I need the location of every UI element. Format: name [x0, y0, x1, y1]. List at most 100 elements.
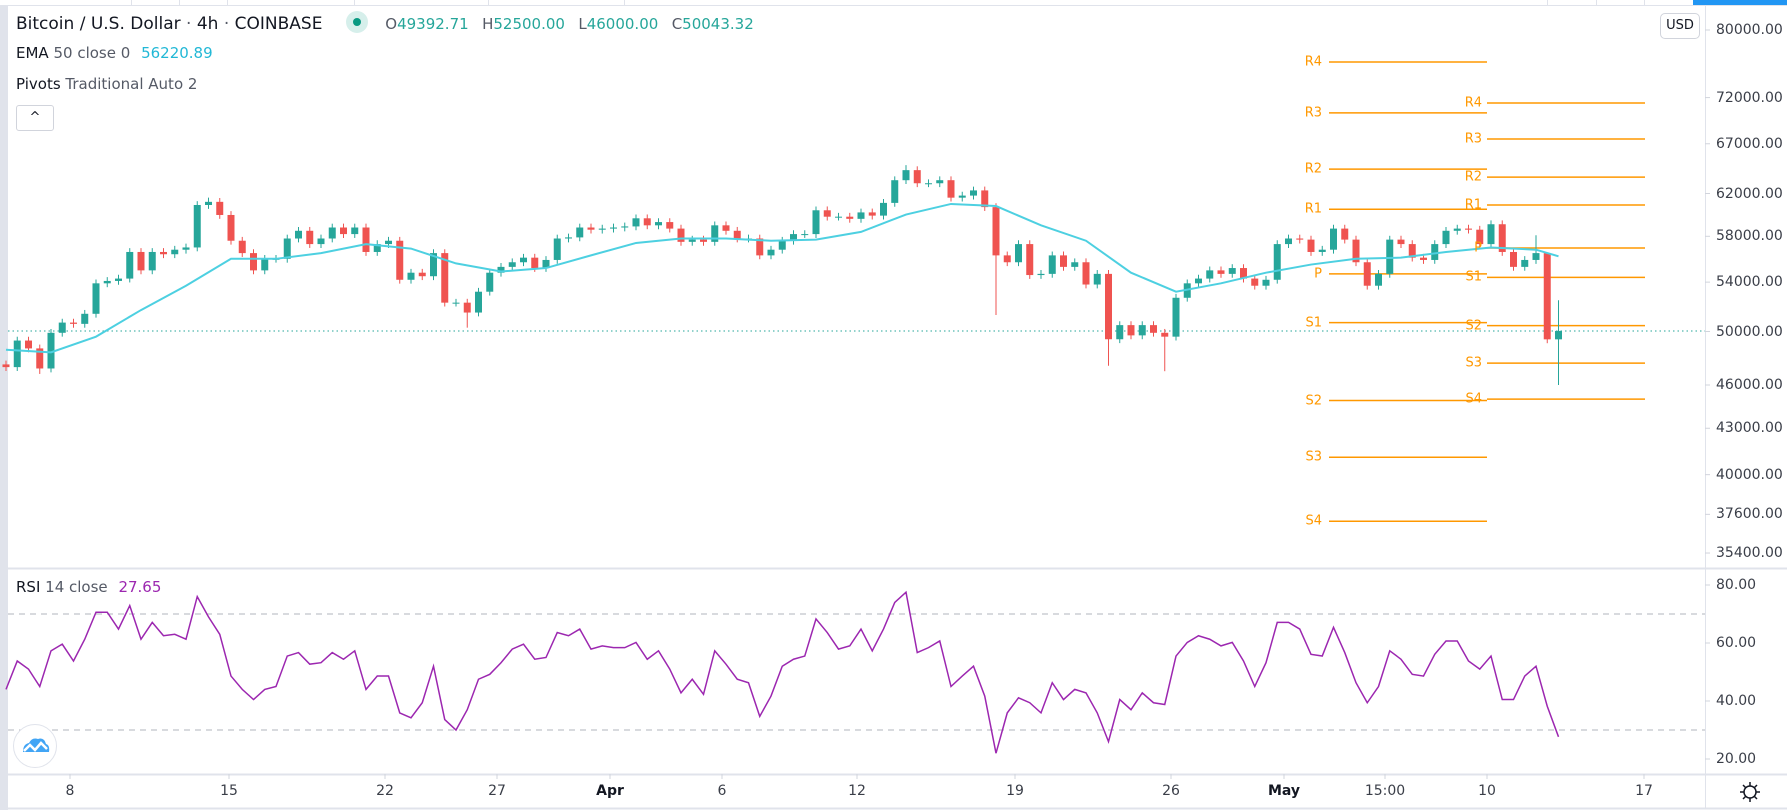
- candle: [1071, 258, 1079, 271]
- candle: [1453, 224, 1461, 235]
- candle-body: [1532, 253, 1540, 260]
- candle-body: [722, 225, 730, 231]
- toolbar-divider: [1547, 0, 1548, 5]
- price-axis-label: 54000.00: [1716, 274, 1783, 291]
- candle: [1015, 240, 1022, 267]
- rsi-name: RSI: [16, 578, 41, 596]
- candle-body: [126, 251, 134, 279]
- candle: [677, 224, 685, 246]
- pivot-label: S1: [1465, 269, 1482, 285]
- candle: [1172, 293, 1180, 341]
- candle: [115, 274, 122, 285]
- candle: [835, 212, 842, 221]
- pivot-lines: [1329, 61, 1645, 522]
- candle-body: [1251, 278, 1259, 286]
- candle-body: [1543, 253, 1551, 340]
- pivot-label: S3: [1305, 449, 1322, 465]
- candle-body: [261, 258, 269, 271]
- high-value: 52500.00: [493, 15, 565, 33]
- candle: [126, 248, 134, 283]
- candle-body: [913, 170, 921, 184]
- candle: [868, 208, 876, 220]
- candle-body: [182, 247, 190, 250]
- symbol-legend[interactable]: Bitcoin / U.S. Dollar · 4h · COINBASE O4…: [16, 11, 762, 35]
- candle-body: [1116, 325, 1124, 340]
- collapse-legend-button[interactable]: ^: [16, 105, 54, 131]
- candle: [925, 179, 932, 188]
- price-axis-label: 43000.00: [1716, 420, 1783, 437]
- candle-body: [160, 251, 167, 255]
- time-axis-label: 10: [1478, 783, 1496, 799]
- rsi-legend[interactable]: RSI 14 close 27.65: [16, 578, 161, 596]
- ema-value: 56220.89: [141, 44, 213, 62]
- pivot-label: P: [1474, 240, 1482, 256]
- candle: [81, 309, 89, 328]
- candle: [171, 245, 179, 259]
- candle-body: [171, 249, 179, 255]
- candle-body: [1408, 244, 1416, 258]
- rsi-params: 14 close: [45, 578, 108, 596]
- candle-body: [812, 210, 820, 235]
- candle: [47, 328, 55, 373]
- close-value: 50043.32: [682, 15, 754, 33]
- candle: [1476, 225, 1484, 248]
- candle-body: [227, 214, 235, 241]
- candle-body: [1071, 262, 1079, 267]
- candle-body: [115, 278, 122, 281]
- pivot-label: R2: [1464, 169, 1482, 185]
- candle: [70, 318, 77, 328]
- currency-button[interactable]: USD: [1660, 13, 1700, 39]
- candle-body: [1105, 273, 1112, 340]
- candle-body: [1273, 244, 1281, 280]
- toolbar-active-tab[interactable]: [1693, 0, 1787, 5]
- pivot-label: S3: [1465, 355, 1482, 371]
- candle: [373, 240, 381, 256]
- candle: [1138, 321, 1146, 340]
- candle-body: [655, 222, 662, 226]
- pivots-legend[interactable]: Pivots Traditional Auto 2: [16, 75, 197, 93]
- candle-body: [497, 266, 505, 273]
- candle-body: [373, 244, 381, 252]
- candle-body: [193, 204, 201, 248]
- candle-body: [598, 228, 606, 230]
- candle: [1487, 220, 1495, 248]
- low-label: L: [578, 15, 587, 33]
- candle-body: [621, 226, 629, 228]
- candle: [756, 234, 764, 260]
- candle: [1105, 270, 1112, 366]
- candle-body: [1228, 268, 1236, 274]
- candle: [520, 253, 527, 267]
- candle-body: [756, 238, 764, 256]
- candle: [902, 165, 910, 185]
- candle: [1240, 264, 1247, 283]
- chart-frame: [8, 6, 1787, 810]
- candle-body: [880, 202, 887, 216]
- toolbar-divider: [1596, 0, 1597, 5]
- ema-legend[interactable]: EMA 50 close 0 56220.89: [16, 44, 213, 62]
- candle-body: [441, 253, 449, 303]
- candle: [351, 223, 359, 238]
- toolbar-divider: [1644, 0, 1645, 5]
- toolbar-divider: [131, 0, 132, 5]
- gear-icon[interactable]: [1738, 780, 1762, 804]
- toolbar-divider: [488, 0, 489, 5]
- toolbar-divider: [179, 0, 180, 5]
- pivot-label: S2: [1465, 318, 1482, 334]
- candle: [1386, 235, 1394, 278]
- pivot-label: S2: [1305, 393, 1322, 409]
- candle-body: [25, 340, 32, 349]
- rsi-axis-label: 20.00: [1716, 751, 1757, 767]
- candle-body: [711, 225, 719, 242]
- low-value: 46000.00: [586, 15, 659, 33]
- tradingview-logo-icon[interactable]: [13, 724, 57, 768]
- candle-body: [1082, 262, 1090, 285]
- candle: [306, 226, 314, 248]
- candle-body: [700, 239, 707, 242]
- market-open-dot-icon[interactable]: [345, 11, 368, 33]
- candle-body: [1150, 325, 1157, 333]
- price-axis-label: 80000.00: [1716, 22, 1783, 38]
- candle: [1082, 258, 1090, 289]
- open-label: O: [385, 15, 398, 33]
- candle-body: [1465, 228, 1472, 230]
